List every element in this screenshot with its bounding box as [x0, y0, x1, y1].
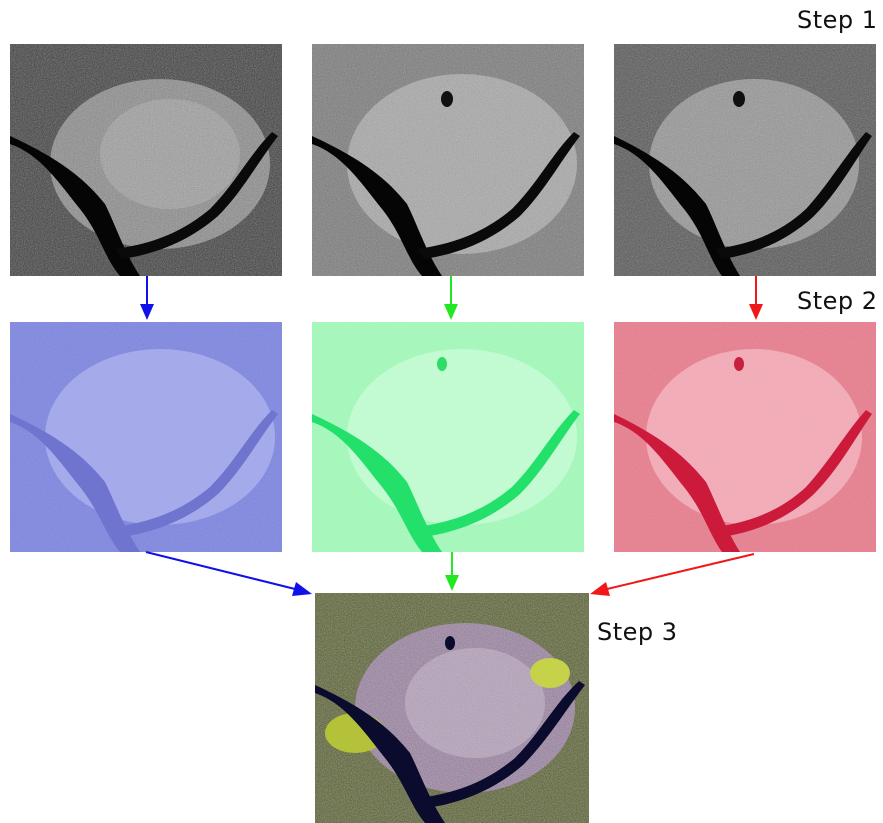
green-down-arrow — [444, 276, 458, 320]
green-tinted-band-image — [312, 322, 584, 552]
blue-tinted-band-image — [10, 322, 282, 552]
step-1-label: Step 1 — [797, 6, 878, 34]
step-3-label: Step 3 — [597, 618, 678, 646]
red-to-composite-arrow — [590, 553, 755, 596]
band-1-grayscale-image — [10, 44, 282, 276]
step-2-label: Step 2 — [797, 287, 878, 315]
blue-down-arrow — [140, 276, 154, 320]
green-to-composite-arrow — [445, 552, 459, 591]
red-down-arrow — [749, 276, 763, 320]
color-composite-image — [315, 593, 589, 823]
blue-to-composite-arrow — [145, 551, 312, 596]
red-tinted-band-image — [614, 322, 876, 552]
band-2-grayscale-image — [312, 44, 584, 276]
band-3-grayscale-image — [614, 44, 876, 276]
